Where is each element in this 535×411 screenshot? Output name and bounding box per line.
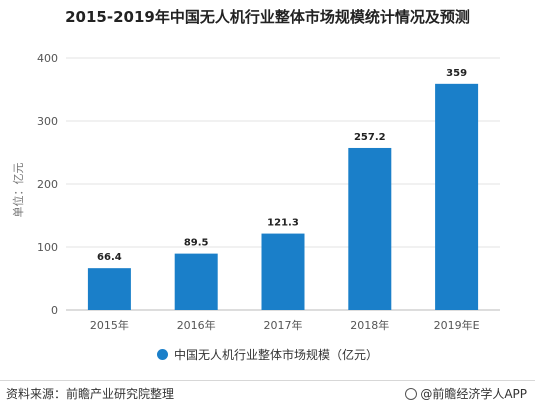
y-axis-label: 单位：亿元 xyxy=(11,163,25,218)
x-axis-ticks: 2015年 2016年 2017年 2018年 2019年E xyxy=(90,318,480,332)
bar xyxy=(435,83,479,310)
y-tick-label: 400 xyxy=(37,52,58,65)
data-labels: 66.4 89.5 121.3 257.2 359 xyxy=(97,68,467,263)
bar xyxy=(348,147,392,310)
bar-chart: 0 100 200 300 400 单位：亿元 66.4 89.5 121.3 257.2 35… xyxy=(11,52,500,332)
x-tick-label: 2015年 xyxy=(90,318,129,332)
data-label: 66.4 xyxy=(97,252,122,263)
data-label: 121.3 xyxy=(267,218,299,229)
source-note: 资料来源：前瞻产业研究院整理 xyxy=(6,387,175,401)
y-tick-label: 200 xyxy=(37,178,58,191)
data-label: 89.5 xyxy=(184,238,209,249)
legend: 中国无人机行业整体市场规模（亿元） xyxy=(0,346,535,363)
brand-logo-icon xyxy=(405,388,418,400)
y-tick-label: 100 xyxy=(37,241,58,254)
brand-text: @前瞻经济学人APP xyxy=(420,387,527,401)
legend-marker xyxy=(156,349,168,360)
bar xyxy=(174,253,218,310)
y-tick-label: 300 xyxy=(37,115,58,128)
footer: 资料来源：前瞻产业研究院整理 @前瞻经济学人APP xyxy=(0,380,535,411)
data-label: 257.2 xyxy=(354,132,386,143)
bar xyxy=(87,268,131,310)
x-tick-label: 2016年 xyxy=(177,318,216,332)
y-tick-label: 0 xyxy=(51,304,58,317)
x-tick-label: 2017年 xyxy=(264,318,303,332)
chart-title: 2015-2019年中国无人机行业整体市场规模统计情况及预测 xyxy=(65,8,470,26)
legend-label: 中国无人机行业整体市场规模（亿元） xyxy=(173,348,378,362)
bar xyxy=(261,233,305,310)
brand-credit: @前瞻经济学人APP xyxy=(405,385,527,402)
bars xyxy=(87,83,479,310)
x-tick-label: 2018年 xyxy=(350,318,389,332)
x-tick-label: 2019年E xyxy=(434,318,480,332)
y-axis-ticks: 0 100 200 300 400 xyxy=(37,52,58,317)
data-label: 359 xyxy=(446,68,467,79)
